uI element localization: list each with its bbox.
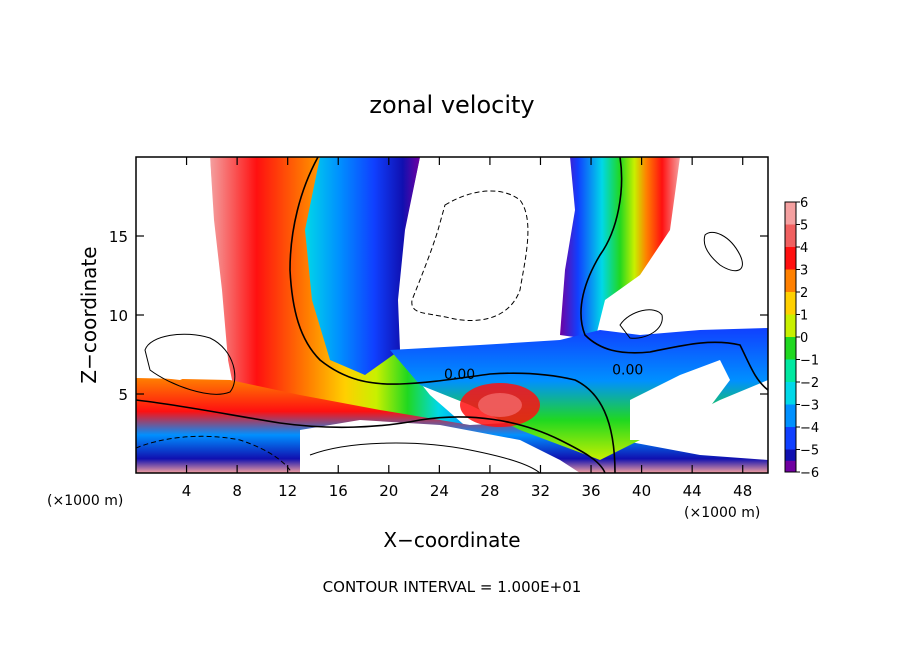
x-tick-label: 20 <box>379 482 398 500</box>
x-tick-label: 12 <box>278 482 297 500</box>
x-tick-label: 32 <box>531 482 550 500</box>
velocity-field <box>136 157 768 473</box>
warm-pocket-core <box>478 393 522 417</box>
right-jet-band <box>560 157 680 340</box>
x-tick-label: 8 <box>232 482 242 500</box>
colorbar-swatch <box>785 337 796 360</box>
far-left-white <box>136 157 228 380</box>
far-right-white <box>670 157 768 330</box>
colorbar-label: −6 <box>800 466 819 481</box>
contour-interval-note: CONTOUR INTERVAL = 1.000E+01 <box>323 578 582 596</box>
colorbar-swatch <box>785 269 796 293</box>
colorbar-swatch <box>785 314 796 338</box>
mid-region <box>390 328 768 460</box>
colorbar-label: 4 <box>800 241 808 256</box>
closed-contour-left <box>144 333 236 395</box>
thin-contour-bottom <box>309 442 541 473</box>
colorbar-label: −5 <box>800 444 819 459</box>
lower-contour <box>136 399 606 473</box>
y-axis-ticks: 5 10 15 <box>109 228 768 404</box>
colorbar-swatch <box>785 359 796 383</box>
colorbar-label: 3 <box>800 264 808 279</box>
y-tick-label: 15 <box>109 228 128 246</box>
right-white-pocket <box>630 360 730 440</box>
x-tick-label: 36 <box>581 482 600 500</box>
x-tick-label: 16 <box>329 482 348 500</box>
core-jet <box>305 157 420 375</box>
dashed-contour-bottom <box>136 435 293 473</box>
colorbar-swatch <box>785 224 796 248</box>
colorbar-label: 0 <box>800 331 808 346</box>
x-axis-title: X−coordinate <box>383 528 520 552</box>
colorbar-label: 1 <box>800 309 808 324</box>
x-unit-left: (×1000 m) <box>47 493 123 509</box>
contour-lines <box>136 157 768 473</box>
colorbar-swatch <box>785 427 796 450</box>
zero-contour-right <box>580 157 768 391</box>
colorbar-swatch <box>785 202 796 225</box>
x-tick-label: 44 <box>683 482 702 500</box>
colorbar-label: −3 <box>800 399 819 414</box>
chart-title: zonal velocity <box>369 91 534 119</box>
colorbar-swatch <box>785 292 796 315</box>
contour-label: 0.00 <box>444 367 475 383</box>
x-tick-label: 28 <box>480 482 499 500</box>
colorbar-label: 5 <box>800 219 808 234</box>
dashed-contour-top <box>411 190 529 321</box>
closed-contour-right <box>619 309 663 339</box>
zero-contour-left <box>289 157 616 473</box>
colorbar-swatch <box>785 460 796 472</box>
colorbar-label: −1 <box>800 354 819 369</box>
x-axis-ticks: 4 8 12 16 20 24 28 32 36 40 44 48 <box>182 157 752 500</box>
x-tick-label: 24 <box>430 482 449 500</box>
contour-label: 0.00 <box>612 362 643 378</box>
x-tick-label: 40 <box>632 482 651 500</box>
y-axis-title: Z−coordinate <box>77 246 101 383</box>
colorbar-label: 6 <box>800 196 808 211</box>
colorbar-swatch <box>785 382 796 405</box>
colorbar: 6 5 4 3 2 1 0 −1 −2 −3 −4 −5 −6 <box>784 196 819 481</box>
upper-white-region <box>400 157 565 345</box>
colorbar-label: 2 <box>800 286 808 301</box>
colorbar-label: −2 <box>800 376 819 391</box>
colorbar-swatch <box>785 247 796 270</box>
colorbar-swatch <box>785 404 796 428</box>
closed-contour-far-right <box>703 231 743 272</box>
contour-labels: 0.00 0.00 <box>444 362 643 383</box>
y-tick-label: 5 <box>118 386 128 404</box>
x-tick-label: 4 <box>182 482 192 500</box>
x-tick-label: 48 <box>733 482 752 500</box>
x-unit-right: (×1000 m) <box>684 505 760 521</box>
colorbar-label: −4 <box>800 421 819 436</box>
y-tick-label: 10 <box>109 307 128 325</box>
